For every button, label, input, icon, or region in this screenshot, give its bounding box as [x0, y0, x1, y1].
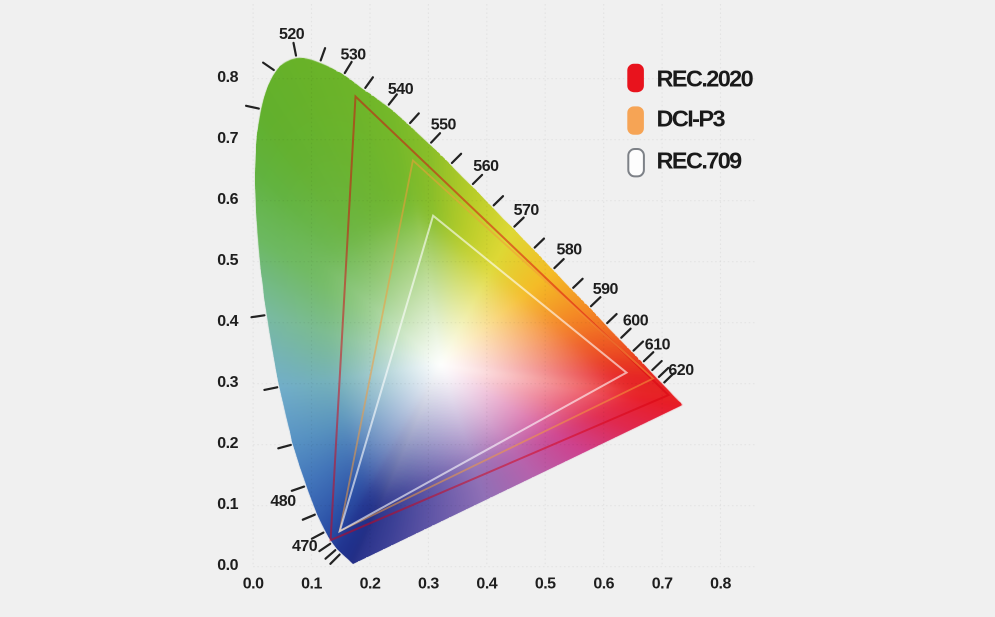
svg-text:0.6: 0.6 [593, 576, 614, 593]
svg-text:480: 480 [270, 493, 296, 510]
svg-text:470: 470 [292, 538, 318, 555]
svg-text:0.5: 0.5 [535, 576, 556, 593]
svg-text:620: 620 [668, 362, 694, 379]
svg-text:0.1: 0.1 [217, 496, 238, 513]
svg-text:580: 580 [556, 242, 582, 259]
svg-text:0.8: 0.8 [710, 576, 731, 593]
svg-text:REC.2020: REC.2020 [657, 66, 754, 92]
svg-text:560: 560 [473, 158, 499, 175]
svg-text:590: 590 [593, 281, 619, 298]
svg-text:0.7: 0.7 [217, 130, 238, 147]
svg-text:0.2: 0.2 [217, 435, 238, 452]
svg-text:0.0: 0.0 [217, 557, 238, 574]
svg-text:550: 550 [431, 116, 457, 133]
svg-text:520: 520 [279, 26, 305, 43]
svg-text:0.0: 0.0 [243, 576, 264, 593]
svg-text:0.6: 0.6 [217, 191, 238, 208]
svg-text:530: 530 [340, 47, 366, 64]
svg-text:610: 610 [645, 337, 671, 354]
svg-text:0.2: 0.2 [360, 576, 381, 593]
svg-text:0.5: 0.5 [217, 252, 238, 269]
svg-text:0.4: 0.4 [217, 313, 238, 330]
svg-text:0.4: 0.4 [476, 576, 497, 593]
svg-text:REC.709: REC.709 [657, 148, 743, 174]
svg-text:0.1: 0.1 [301, 576, 322, 593]
svg-text:0.8: 0.8 [217, 69, 238, 86]
svg-text:570: 570 [514, 202, 540, 219]
svg-text:600: 600 [623, 313, 649, 330]
svg-text:540: 540 [388, 81, 414, 98]
svg-text:0.7: 0.7 [652, 576, 673, 593]
svg-text:0.3: 0.3 [217, 374, 238, 391]
svg-text:0.3: 0.3 [418, 576, 439, 593]
svg-text:DCI-P3: DCI-P3 [657, 106, 726, 132]
